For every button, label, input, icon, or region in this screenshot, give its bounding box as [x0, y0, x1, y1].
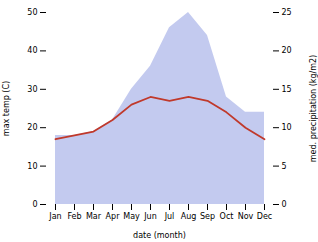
svg-text:10: 10	[27, 162, 37, 171]
svg-text:Dec: Dec	[257, 212, 272, 221]
svg-text:Apr: Apr	[106, 212, 121, 221]
svg-text:Nov: Nov	[238, 212, 254, 221]
svg-text:May: May	[123, 212, 140, 221]
svg-text:Jun: Jun	[143, 212, 157, 221]
svg-text:Jul: Jul	[164, 212, 175, 221]
svg-text:10: 10	[282, 123, 292, 132]
svg-text:Aug: Aug	[181, 212, 197, 221]
svg-text:40: 40	[27, 46, 37, 55]
svg-text:med. precipitation (kg/m2): med. precipitation (kg/m2)	[309, 55, 318, 162]
svg-text:20: 20	[27, 123, 37, 132]
svg-text:0: 0	[282, 200, 287, 209]
svg-text:Oct: Oct	[220, 212, 234, 221]
svg-text:Jan: Jan	[48, 212, 61, 221]
svg-text:0: 0	[32, 200, 37, 209]
svg-text:Mar: Mar	[86, 212, 102, 221]
svg-text:15: 15	[282, 85, 292, 94]
svg-text:50: 50	[27, 8, 37, 17]
svg-text:max temp (C): max temp (C)	[2, 81, 11, 136]
svg-text:30: 30	[27, 85, 37, 94]
svg-text:20: 20	[282, 46, 292, 55]
svg-text:5: 5	[282, 162, 287, 171]
svg-text:25: 25	[282, 8, 292, 17]
svg-text:date (month): date (month)	[133, 231, 186, 240]
svg-text:Feb: Feb	[67, 212, 81, 221]
svg-text:Sep: Sep	[200, 212, 215, 221]
